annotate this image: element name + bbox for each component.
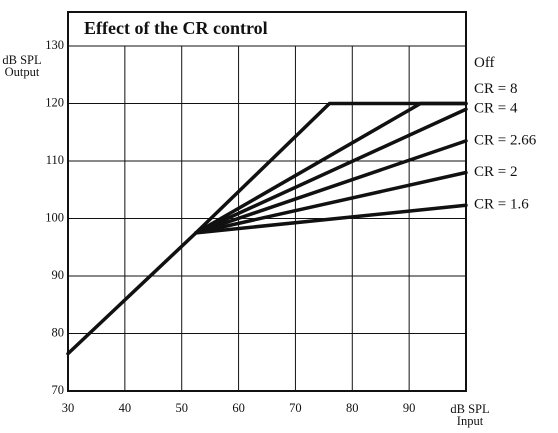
series-line	[66, 101, 468, 356]
series-label: CR = 1.6	[474, 197, 529, 213]
series-label: CR = 4	[474, 101, 518, 117]
series-line	[194, 107, 468, 235]
y-tick-label: 110	[46, 153, 64, 167]
y-tick-label: 100	[45, 210, 64, 224]
x-tick-label: 60	[232, 401, 245, 415]
y-tick-label: 80	[52, 325, 65, 339]
series-line	[194, 203, 468, 235]
x-tick-label: 40	[119, 401, 132, 415]
x-tick-label: 50	[175, 401, 188, 415]
y-tick-label: 120	[45, 95, 64, 109]
chart-title: Effect of the CR control	[84, 18, 268, 38]
series-label: Off	[474, 55, 495, 71]
series-line	[194, 170, 468, 235]
x-tick-label: 90	[403, 401, 416, 415]
series-label: CR = 2	[474, 164, 517, 180]
y-axis-label: Output	[5, 65, 40, 79]
x-tick-label: 80	[346, 401, 359, 415]
series-label: CR = 2.66	[474, 132, 537, 148]
x-tick-label: 70	[289, 401, 302, 415]
x-axis-label: dB SPL	[450, 402, 489, 416]
x-tick-label: 30	[62, 401, 75, 415]
x-axis-label: Input	[457, 414, 484, 428]
y-tick-label: 90	[52, 268, 65, 282]
series-line	[194, 101, 468, 235]
y-tick-label: 130	[45, 38, 64, 52]
series-line	[194, 139, 468, 235]
y-tick-label: 70	[52, 383, 65, 397]
y-axis-label: dB SPL	[2, 53, 41, 67]
series-label: CR = 8	[474, 81, 517, 97]
